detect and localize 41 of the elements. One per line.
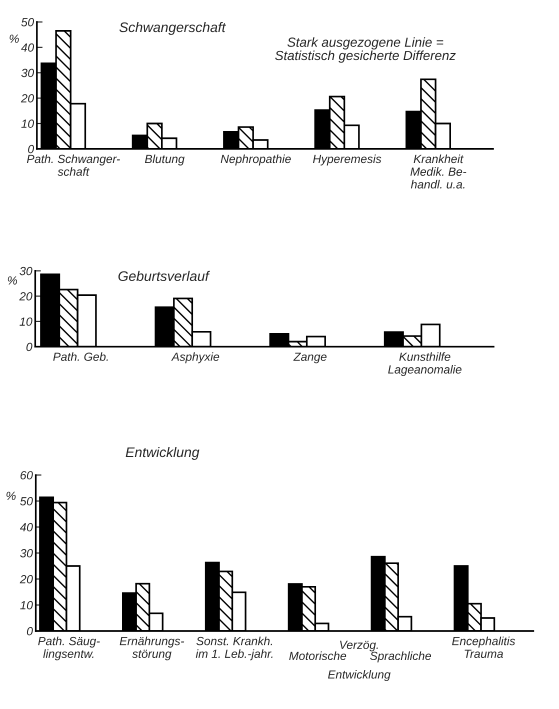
y-tick-label: 0	[26, 342, 32, 352]
x-tick-label: Blutung	[144, 154, 185, 166]
annotation: Stark ausgezogene Linie = Statistisch gesicherte Differenz	[275, 37, 456, 63]
text: Entwicklung	[328, 670, 391, 682]
x-tick-label: Nephropathie	[220, 154, 291, 166]
x-tick-label: Encephalitis Trauma	[452, 636, 516, 658]
y-tick-label: 30	[20, 549, 33, 558]
y-tick-label: 10	[20, 601, 33, 610]
x-tick-label: Path. Säug- lingsentw.	[38, 636, 100, 660]
chart-title: Entwicklung	[126, 446, 200, 460]
x-tick-label: Zange	[293, 352, 327, 364]
y-tick-label: 0	[26, 627, 33, 636]
y-tick-label: 30	[21, 68, 34, 78]
y-tick-label: 10	[21, 120, 34, 128]
y-tick-label: 20	[20, 575, 33, 584]
y-tick-label: 40	[21, 43, 34, 52]
x-tick-label: Ernährungs- störung	[120, 636, 184, 660]
x-tick-label: Path. Schwanger- schaft	[26, 154, 120, 176]
y-tick-label: 20	[19, 292, 32, 301]
y-tick-label: 50	[20, 497, 33, 506]
y-tick-label: 30	[20, 266, 32, 276]
y-tick-label: 40	[20, 523, 33, 532]
x-tick-label: Sprachliche	[370, 651, 432, 662]
y-axis-title: %	[6, 492, 16, 500]
x-tick-label: Asphyxie	[171, 352, 220, 364]
y-axis-title: %	[10, 34, 19, 43]
y-tick-label: 10	[20, 317, 32, 326]
text: Verzög.	[340, 640, 378, 652]
x-tick-label: Hyperemesis	[312, 154, 382, 166]
y-tick-label: 0	[28, 144, 34, 154]
y-tick-label: 60	[20, 471, 33, 480]
x-tick-label: Kunsthilfe Lageanomalie	[388, 352, 462, 376]
y-tick-label: 20	[20, 94, 34, 103]
chart-title: Schwangerschaft	[119, 22, 226, 35]
x-tick-label: Motorische	[289, 651, 346, 660]
y-axis-title: %	[8, 276, 18, 285]
x-tick-label: Sonst. Krankh. im 1. Leb.-jahr.	[196, 636, 272, 660]
x-tick-label: Path. Geb.	[53, 352, 108, 361]
chart-title: Geburtsverlauf	[118, 270, 210, 282]
x-tick-label: Krankheit Medik. Be- handl. u.a.	[410, 154, 466, 189]
y-tick-label: 50	[21, 18, 34, 26]
